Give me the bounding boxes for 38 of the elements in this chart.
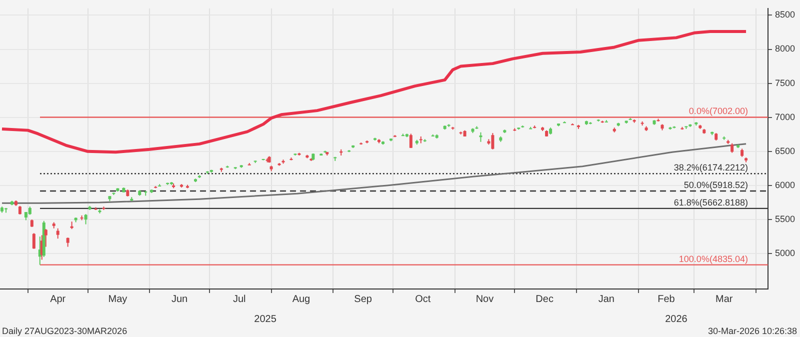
text: Daily 27AUG2023-30MAR2026 [2, 326, 128, 336]
ref-line-label: 61.8%(5662.8188) [674, 197, 748, 208]
ref-line-label: 38.2%(6174.2212) [674, 162, 748, 173]
y-tick-label: 6500 [774, 146, 796, 156]
candlestick [409, 133, 412, 149]
y-tick-label: 5500 [774, 214, 796, 224]
x2-tick-label: 2026 [665, 314, 688, 325]
candlestick [730, 142, 734, 154]
y-tick-label: 6000 [774, 180, 796, 190]
candlestick [44, 228, 48, 248]
text: 30-Mar-2026 10:26:38 [708, 326, 797, 336]
ref-line-label: 100.0%(4835.04) [678, 254, 748, 264]
x-tick-label: Oct [415, 294, 431, 305]
x-tick-label: May [108, 294, 128, 305]
y-tick-label: 8500 [774, 10, 796, 20]
x2-tick-label: 2025 [254, 314, 277, 325]
x-tick-label: Jan [598, 294, 614, 305]
x-tick-label: Jun [171, 294, 188, 305]
y-tick-label: 8000 [774, 44, 796, 54]
x-tick-label: Nov [476, 294, 494, 305]
x-tick-label: Sep [354, 294, 372, 305]
x-tick-label: Apr [50, 294, 66, 305]
y-tick-label: 5000 [774, 248, 796, 258]
x-tick-label: Jul [232, 294, 246, 305]
candlestick [32, 232, 36, 250]
y-tick-label: 7000 [774, 112, 796, 122]
candlestick [56, 228, 60, 240]
x-tick-label: Mar [715, 294, 734, 305]
candlestick [491, 132, 494, 150]
x-tick-label: Aug [292, 294, 310, 305]
candlestick [479, 132, 482, 142]
ref-line-label: 50.0%(5918.52) [684, 180, 748, 190]
y-tick-label: 7500 [774, 78, 796, 88]
x-tick-label: Dec [536, 294, 554, 305]
ref-line-label: 0.0%(7002.00) [688, 106, 748, 116]
x-tick-label: Feb [658, 294, 676, 305]
candlestick [84, 214, 88, 225]
candlestick [66, 237, 70, 248]
